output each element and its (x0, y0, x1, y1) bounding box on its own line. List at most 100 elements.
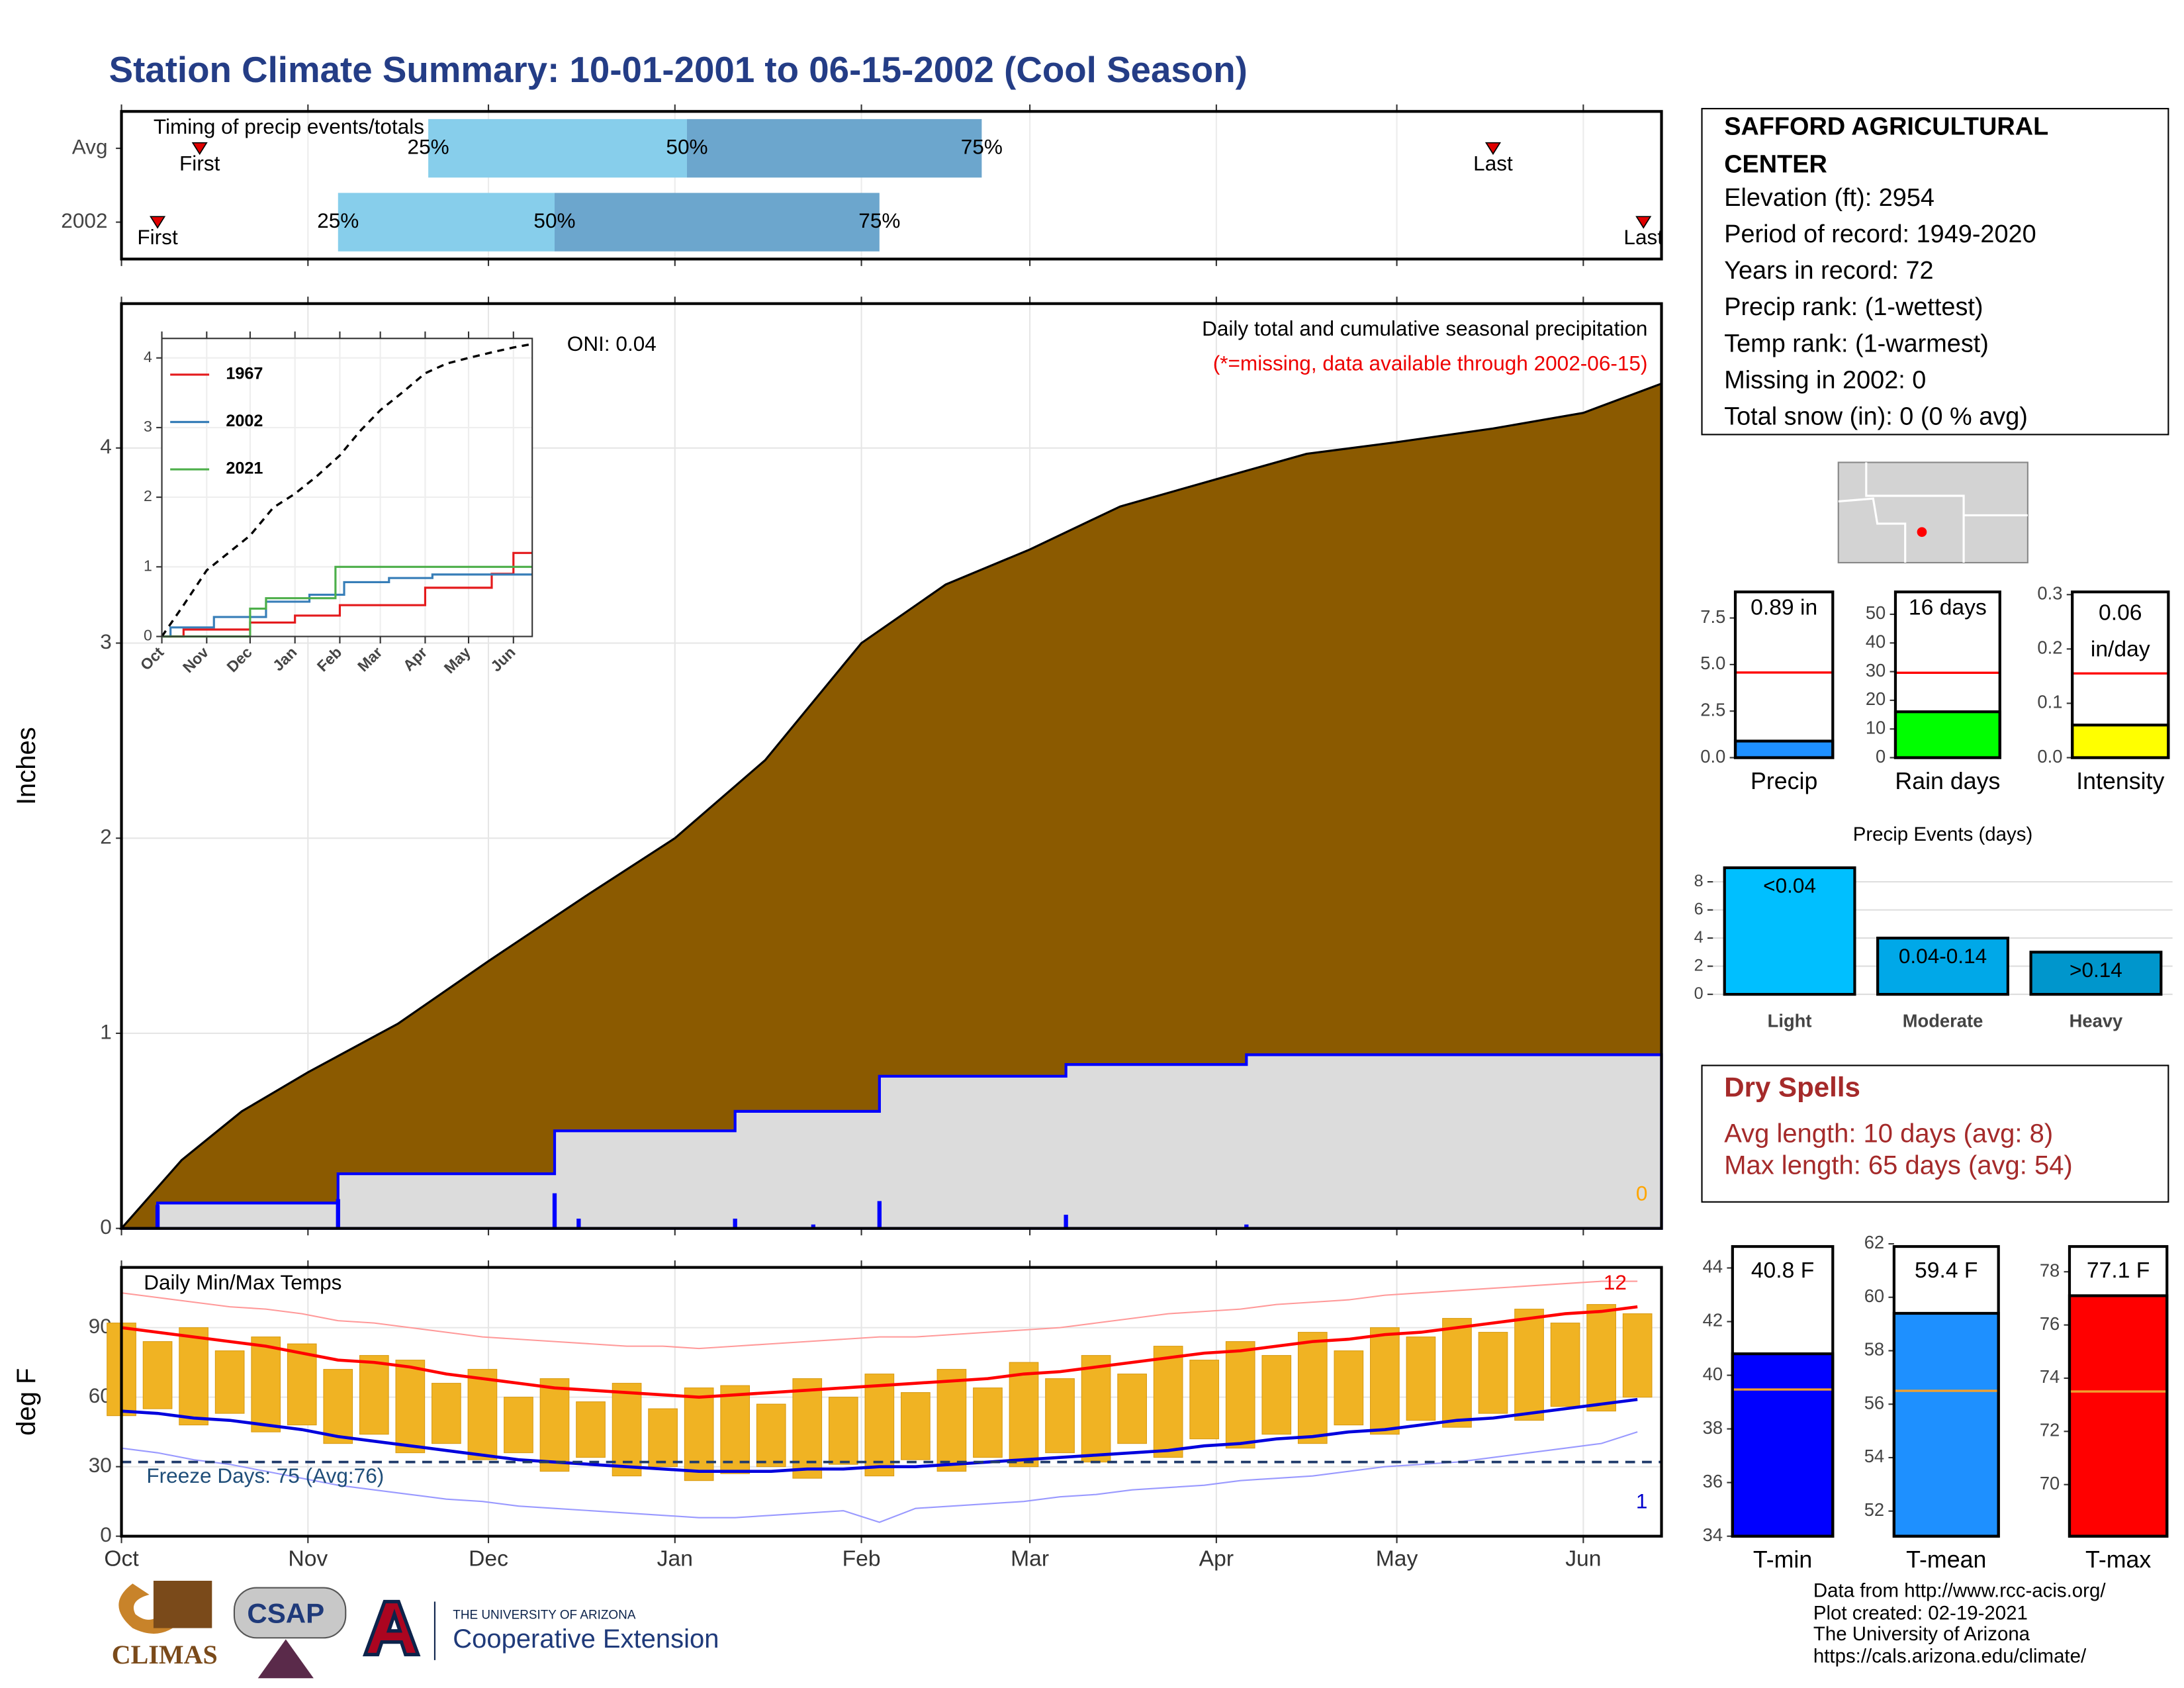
y-tick-label: 76 (2040, 1313, 2060, 1334)
y-tick-label: 0.1 (2037, 692, 2062, 712)
unit-label: in/day (2091, 637, 2150, 661)
temp-line (121, 1280, 1638, 1350)
x-tick-label: Apr (1199, 1546, 1234, 1571)
quartile-bar (338, 193, 555, 252)
y-tick-label: 8 (1694, 872, 1704, 890)
temp-range-bar (1189, 1360, 1220, 1440)
dry-spells-title: Dry Spells (1724, 1071, 1860, 1102)
bar (2071, 724, 2170, 759)
legend-label: 1967 (226, 365, 263, 383)
temp-range-bar (1406, 1336, 1436, 1421)
y-tick-label: 4 (1694, 928, 1704, 947)
x-tick-label: Oct (104, 1546, 139, 1571)
y-tick-label: 70 (2040, 1473, 2060, 1493)
class-label: >0.14 (2070, 958, 2122, 982)
temp-line (121, 1397, 1638, 1473)
temp-range-bar (142, 1341, 173, 1409)
category-label: T-max (2085, 1546, 2151, 1573)
y-tick-label: 4 (100, 434, 112, 458)
y-tick-label: 2 (144, 487, 152, 504)
quartile-label: 50% (533, 209, 575, 232)
cumulative-line (161, 343, 533, 637)
x-tick-label: Feb (842, 1546, 881, 1571)
university-name: THE UNIVERSITY OF ARIZONA (453, 1609, 636, 1622)
x-tick-label: Nov (288, 1546, 328, 1571)
event-marker (191, 142, 208, 156)
value-label: 59.4 F (1915, 1258, 1978, 1283)
station-name: CENTER (1724, 150, 1827, 178)
temp-range-bar (1081, 1355, 1111, 1463)
y-tick-label: 0 (144, 627, 152, 644)
y-tick-label: 78 (2040, 1260, 2060, 1280)
value-label: 77.1 F (2087, 1258, 2150, 1283)
map-frame (1837, 461, 2028, 564)
temp-range-bar (539, 1378, 570, 1472)
dry-spells-box (1701, 1064, 2169, 1203)
temp-range-bar (1334, 1350, 1364, 1426)
quartile-label: 50% (666, 134, 707, 158)
class-label: 0.04-0.14 (1899, 944, 1987, 968)
event-label: First (179, 152, 220, 175)
csap-mountain (257, 1639, 314, 1679)
y-tick-label: 40 (1866, 632, 1886, 652)
csap-logo: CSAP (247, 1598, 324, 1629)
y-tick-label: 54 (1864, 1446, 1884, 1466)
y-tick-label: 1 (144, 557, 152, 574)
panel-title: Precip Events (days) (1853, 823, 2033, 845)
y-tick-label: 0 (100, 1523, 112, 1546)
chart-subtitle: (*=missing, data available through 2002-… (1213, 352, 1648, 375)
y-tick-label: 2 (100, 825, 112, 849)
dry-spells-line: Avg length: 10 days (avg: 8) (1724, 1119, 2053, 1148)
event-label: Last (1473, 152, 1513, 175)
y-tick-label: 5.0 (1700, 653, 1725, 673)
cumulative-area (119, 382, 1663, 1230)
extension-name: Cooperative Extension (453, 1624, 719, 1654)
temp-range-bar (1442, 1318, 1472, 1428)
quartile-label: 25% (317, 209, 359, 232)
temp-range-bar (1622, 1313, 1653, 1398)
temp-range-bar (214, 1350, 245, 1414)
y-tick-label: 74 (2040, 1366, 2060, 1387)
map-border (1865, 462, 1965, 563)
x-tick-label: Mar (1011, 1546, 1049, 1571)
station-line: Total snow (in): 0 (0 % avg) (1724, 403, 2028, 431)
event-marker (1484, 142, 1502, 156)
y-tick-label: 36 (1703, 1471, 1723, 1491)
y-tick-label: 42 (1703, 1310, 1723, 1331)
category-label: Rain days (1895, 768, 2000, 794)
y-tick-label: 0 (100, 1215, 112, 1239)
plot-frame (120, 1266, 1663, 1538)
locator-map (1837, 461, 2028, 564)
bar (1733, 739, 1835, 759)
plot-frame (1893, 590, 2001, 759)
station-box (1701, 108, 2169, 436)
dry-spells-line: Max length: 65 days (avg: 54) (1724, 1151, 2073, 1180)
climas-logo: CLIMAS (112, 1640, 218, 1669)
daily-precip-bar (155, 1205, 160, 1229)
event-marker (1635, 216, 1652, 229)
x-tick-label: Dec (469, 1546, 508, 1571)
category-label: Moderate (1903, 1011, 1983, 1031)
logos: CLIMAS CSAP THE UNIVERSITY OF ARIZONA Co… (112, 1580, 719, 1679)
chart-title: Daily total and cumulative seasonal prec… (1202, 316, 1647, 340)
y-tick-label: 0 (1876, 746, 1886, 767)
quartile-label: 25% (408, 134, 449, 158)
missing-count: 0 (1636, 1182, 1648, 1205)
record-high-count: 12 (1604, 1270, 1627, 1294)
y-tick-label: 2 (1694, 956, 1704, 974)
y-tick-label: 6 (1694, 900, 1704, 918)
y-axis-label: Inches (12, 727, 41, 805)
y-tick-label: 30 (1866, 660, 1886, 680)
quartile-label: 75% (961, 134, 1003, 158)
freeze-annotation: Freeze Days: 75 (Avg:76) (146, 1464, 384, 1487)
y-tick-label: 0 (1694, 984, 1704, 1003)
temp-range-bar (756, 1403, 786, 1468)
temp-range-bar (720, 1385, 751, 1474)
temp-range-bar (792, 1378, 823, 1479)
climas-emblem (153, 1580, 212, 1628)
bar (1892, 1311, 2000, 1538)
bar (2068, 1294, 2169, 1538)
footer-line: Data from http://www.rcc-acis.org/ (1813, 1580, 2106, 1602)
temp-range-bar (973, 1387, 1003, 1458)
temp-range-bar (323, 1369, 353, 1444)
